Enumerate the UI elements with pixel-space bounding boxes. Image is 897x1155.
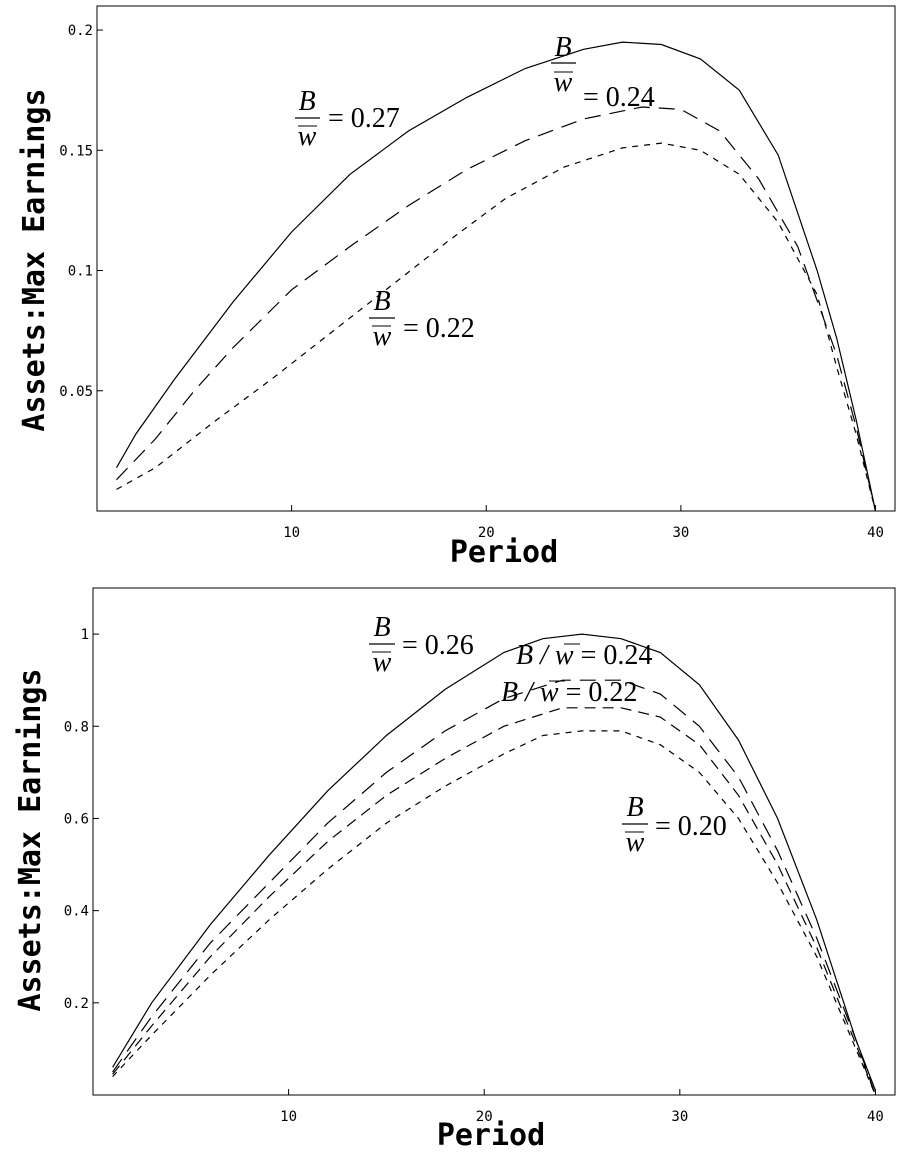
- y-tick-label-top: 0.2: [68, 23, 93, 39]
- x-tick-label-top: 20: [478, 525, 495, 541]
- series-line-bottom-4: [112, 730, 876, 1096]
- y-tick-label-top: 0.05: [59, 384, 93, 400]
- y-tick-label-bottom: 0.4: [64, 904, 89, 920]
- svg-text:B / w = 0.24: B / w = 0.24: [516, 640, 652, 671]
- y-tick-label-bottom: 0.2: [64, 996, 89, 1012]
- series-line-top-2: [116, 106, 877, 512]
- svg-text:= 0.27: = 0.27: [328, 103, 400, 134]
- svg-text:w: w: [626, 827, 645, 858]
- y-tick-label-bottom: 0.8: [64, 719, 89, 735]
- svg-text:B: B: [554, 32, 571, 63]
- x-tick-label-bottom: 40: [867, 1109, 884, 1125]
- svg-text:w: w: [554, 67, 573, 98]
- x-tick-label-top: 10: [283, 525, 300, 541]
- curve-label-022: B w = 0.22: [369, 286, 475, 352]
- curve-label-026: B w = 0.26: [369, 612, 474, 678]
- curve-label-020: B w = 0.20: [622, 792, 727, 858]
- svg-text:= 0.24: = 0.24: [583, 82, 655, 113]
- plot-frame-top: [96, 5, 896, 512]
- y-tick-label-top: 0.1: [68, 264, 93, 280]
- y-ticks-top: 0.05 0.1 0.15 0.2: [59, 23, 103, 400]
- chart-bottom: 0.2 0.4 0.6 0.8 1 10 20 30 40 Assets:Max Earnin…: [13, 587, 896, 1153]
- series-line-bottom-2: [112, 679, 876, 1096]
- y-axis-title-bottom: Assets:Max Earnings: [13, 668, 48, 1011]
- curve-label-022-inline: B / w = 0.22: [501, 677, 637, 708]
- x-tick-label-bottom: 20: [476, 1109, 493, 1125]
- x-tick-label-top: 40: [867, 525, 884, 541]
- series-line-top-1: [115, 41, 877, 512]
- svg-text:B / w = 0.22: B / w = 0.22: [501, 677, 637, 708]
- chart-top: 0.05 0.1 0.15 0.2 10 20 30 40 Assets:Max Earni…: [17, 5, 896, 570]
- svg-text:= 0.22: = 0.22: [403, 313, 475, 344]
- series-line-bottom-1: [112, 633, 876, 1091]
- y-axis-title-top: Assets:Max Earnings: [17, 88, 52, 431]
- curve-label-024-inline: B / w = 0.24: [516, 640, 652, 671]
- svg-text:B: B: [373, 286, 390, 317]
- y-ticks-bottom: 0.2 0.4 0.6 0.8 1: [64, 627, 99, 1012]
- svg-text:w: w: [373, 321, 392, 352]
- curve-label-027: B w = 0.27: [295, 86, 400, 152]
- y-tick-label-bottom: 1: [81, 627, 89, 643]
- y-tick-label-top: 0.15: [59, 143, 93, 159]
- y-tick-label-bottom: 0.6: [64, 811, 89, 827]
- x-tick-label-top: 30: [672, 525, 689, 541]
- svg-text:B: B: [626, 792, 643, 823]
- x-ticks-top: 10 20 30 40: [283, 505, 884, 541]
- svg-text:w: w: [373, 647, 392, 678]
- x-axis-title-top: Period: [450, 535, 558, 570]
- series-line-bottom-3: [112, 707, 876, 1096]
- x-axis-title-bottom: Period: [437, 1118, 545, 1153]
- series-line-top-3: [116, 142, 877, 512]
- svg-text:w: w: [298, 121, 317, 152]
- series-group-bottom: [112, 633, 876, 1096]
- x-tick-label-bottom: 30: [671, 1109, 688, 1125]
- svg-text:= 0.20: = 0.20: [655, 811, 727, 842]
- svg-text:B: B: [373, 612, 390, 643]
- curve-label-024: B w = 0.24: [551, 32, 655, 113]
- x-ticks-bottom: 10 20 30 40: [280, 1089, 884, 1125]
- plot-frame-bottom: [92, 587, 896, 1096]
- x-tick-label-bottom: 10: [280, 1109, 297, 1125]
- series-group-top: [115, 41, 877, 512]
- svg-text:= 0.26: = 0.26: [402, 630, 474, 661]
- svg-text:B: B: [298, 86, 315, 117]
